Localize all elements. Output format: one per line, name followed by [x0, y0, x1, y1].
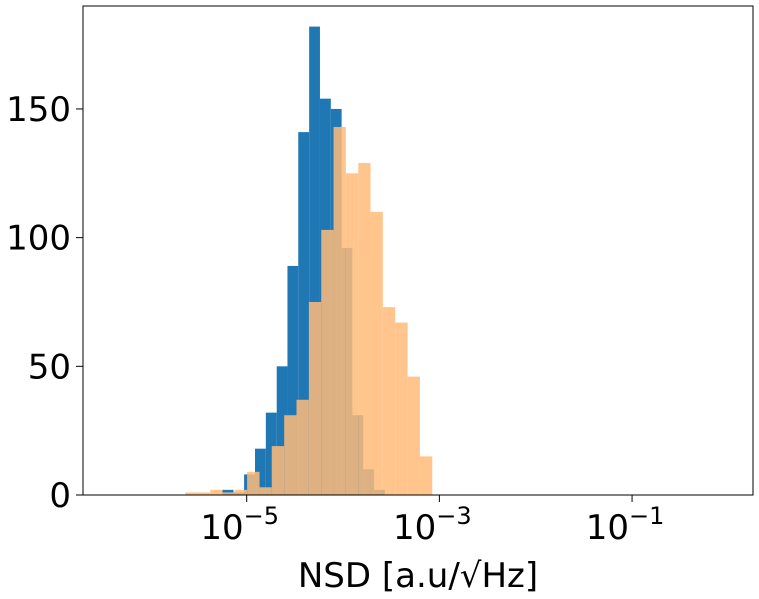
x-tick-label: 10−3	[393, 502, 472, 548]
histogram-bar-series-2	[259, 487, 272, 495]
histogram-bar-series-2	[234, 489, 248, 495]
histogram-bar-series-2	[308, 301, 322, 495]
histogram-bar-series-2	[247, 471, 260, 495]
axes-frame	[82, 5, 754, 496]
histogram-bars	[185, 26, 433, 496]
histogram-bar-series-1	[298, 132, 310, 496]
histogram-bar-series-1	[222, 489, 234, 495]
histogram-bar-series-2	[395, 322, 408, 495]
histogram-bar-series-2	[296, 399, 309, 495]
y-tick-label: 100	[6, 219, 71, 259]
x-axis-label: NSD [a.u/√Hz]	[298, 556, 538, 596]
histogram-bar-series-1	[287, 265, 299, 495]
histogram-bar-series-1	[276, 366, 288, 495]
histogram-bar-series-2	[333, 126, 346, 496]
x-tick-label: 10−1	[586, 502, 665, 548]
y-tick-label: 50	[28, 347, 71, 387]
histogram-bar-series-1	[265, 412, 277, 495]
histogram-bar-series-2	[358, 162, 371, 496]
histogram-bar-series-2	[370, 211, 383, 495]
histogram-bar-series-2	[284, 415, 297, 495]
histogram-bar-series-2	[222, 492, 235, 495]
histogram-bar-series-2	[197, 492, 211, 495]
histogram-bar-series-2	[419, 456, 433, 495]
histogram-bar-series-1	[309, 26, 320, 496]
y-tick-label: 0	[49, 476, 71, 516]
histogram-bar-series-2	[407, 376, 420, 495]
histogram-bar-series-2	[271, 446, 285, 495]
y-tick-label: 150	[6, 90, 71, 130]
x-axis-ticks: 10−5 10−3 10−1	[200, 495, 664, 548]
histogram-bar-series-2	[321, 229, 334, 495]
histogram-bar-series-2	[345, 173, 359, 496]
histogram-bar-series-2	[210, 489, 223, 495]
histogram-bar-series-1	[255, 448, 266, 495]
y-axis-ticks: 0 50 100 150	[6, 90, 83, 516]
x-tick-label: 10−5	[200, 502, 279, 548]
histogram-bar-series-2	[382, 307, 396, 495]
histogram-bar-series-2	[185, 492, 198, 495]
